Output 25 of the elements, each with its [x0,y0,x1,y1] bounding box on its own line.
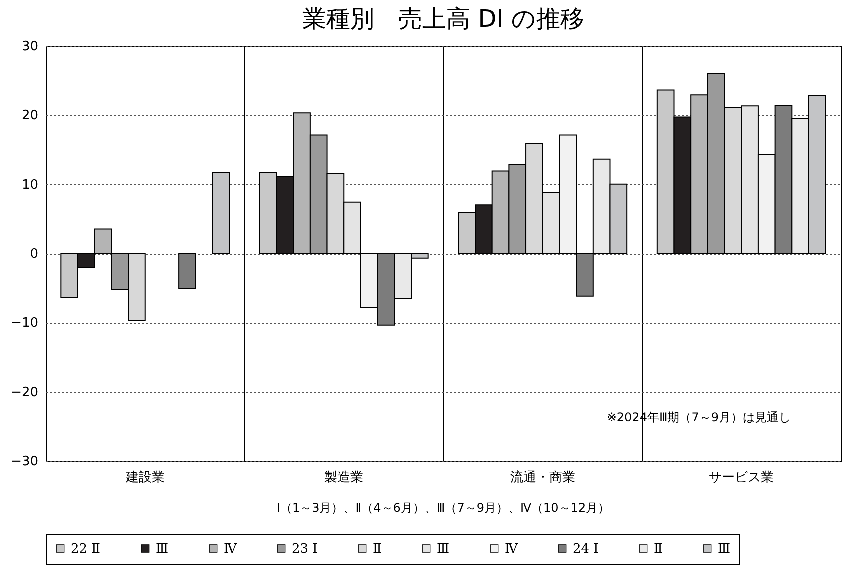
chart-title: 業種別 売上高 DI の推移 [302,5,584,33]
y-tick-label: −10 [11,316,38,332]
legend-label: 24 Ⅰ [573,542,599,557]
x-tick-label: 流通・商業 [510,470,576,486]
y-tick-label: 20 [22,108,38,124]
legend-label: Ⅳ [505,542,519,557]
y-tick-label: −30 [11,454,38,470]
legend-label: Ⅲ [156,542,169,557]
y-tick-label: −20 [11,385,38,400]
y-tick-label: 10 [22,178,38,193]
y-tick-label: 0 [30,247,38,262]
x-tick-label: 建設業 [124,470,165,486]
legend-label: Ⅱ [654,542,663,557]
legend-label: Ⅲ [437,542,450,557]
legend-label: 23 Ⅰ [292,542,318,557]
legend-label: Ⅳ [224,542,238,557]
y-tick-label: 30 [22,40,38,54]
legend-label: Ⅱ [373,542,382,557]
x-tick-label: サービス業 [709,470,774,486]
legend-label: 22 Ⅱ [71,542,101,557]
legend-label: Ⅲ [718,542,731,557]
bar [212,172,230,254]
text: Ⅰ（1～3月）、Ⅱ（4～6月）、Ⅲ（7～9月）、Ⅳ（10～12月） [276,501,610,515]
x-tick-label: 製造業 [324,470,364,486]
bar [178,253,196,290]
